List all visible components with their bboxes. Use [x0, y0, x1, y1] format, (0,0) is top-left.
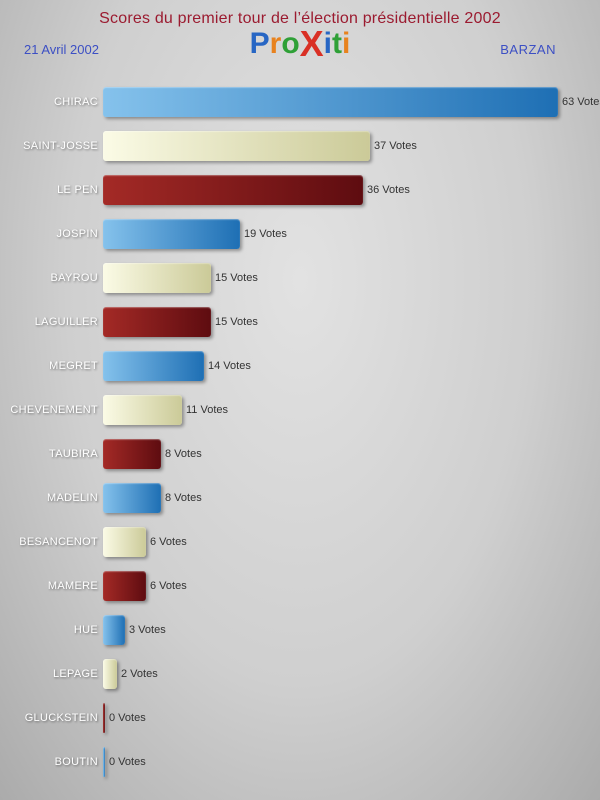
vote-count: 63 Votes [562, 96, 600, 108]
chart-row: TAUBIRA 8 Votes [0, 432, 600, 476]
location-label: BARZAN [500, 42, 556, 57]
chart-row: CHEVENEMENT 11 Votes [0, 388, 600, 432]
vote-count: 6 Votes [150, 536, 187, 548]
vote-count: 37 Votes [374, 140, 417, 152]
candidate-label: LE PEN [57, 184, 98, 196]
vote-bar [103, 571, 146, 601]
vote-bar [103, 175, 363, 205]
vote-bar [103, 659, 117, 689]
chart-row: JOSPIN 19 Votes [0, 212, 600, 256]
logo-letter: P [249, 27, 270, 60]
chart-row: LE PEN 36 Votes [0, 168, 600, 212]
vote-count: 11 Votes [186, 404, 228, 416]
chart-row: GLUCKSTEIN 0 Votes [0, 696, 600, 740]
vote-count: 3 Votes [129, 624, 166, 636]
vote-bar [103, 615, 125, 645]
candidate-label: MADELIN [47, 492, 98, 504]
chart-row: CHIRAC 63 Votes [0, 80, 600, 124]
candidate-label: CHIRAC [54, 96, 98, 108]
bar-chart: CHIRAC 63 Votes SAINT-JOSSE 37 Votes LE PEN 3… [0, 80, 600, 784]
vote-count: 2 Votes [121, 668, 158, 680]
vote-count: 15 Votes [215, 272, 258, 284]
chart-row: BESANCENOT 6 Votes [0, 520, 600, 564]
chart-subheader: 21 Avril 2002 ProXiti BARZAN [0, 26, 600, 74]
vote-bar [103, 219, 240, 249]
candidate-label: TAUBIRA [49, 448, 98, 460]
logo-letter: i [342, 27, 351, 60]
vote-bar [103, 395, 182, 425]
candidate-label: SAINT-JOSSE [23, 140, 98, 152]
logo-letter: t [332, 27, 343, 60]
logo-letter: r [269, 27, 282, 60]
vote-bar [103, 747, 105, 777]
chart-row: MAMERE 6 Votes [0, 564, 600, 608]
vote-bar [103, 351, 204, 381]
logo-letter: X [299, 23, 324, 64]
vote-count: 8 Votes [165, 492, 202, 504]
chart-date: 21 Avril 2002 [24, 42, 99, 57]
chart-header: Scores du premier tour de l’élection pré… [0, 0, 600, 74]
vote-count: 36 Votes [367, 184, 410, 196]
chart-row: HUE 3 Votes [0, 608, 600, 652]
vote-count: 6 Votes [150, 580, 187, 592]
vote-bar [103, 307, 211, 337]
candidate-label: BAYROU [50, 272, 98, 284]
vote-count: 0 Votes [109, 712, 146, 724]
vote-count: 14 Votes [208, 360, 251, 372]
candidate-label: HUE [73, 624, 98, 636]
vote-bar [103, 439, 161, 469]
candidate-label: LEPAGE [52, 668, 98, 680]
vote-bar [103, 527, 146, 557]
chart-row: MADELIN 8 Votes [0, 476, 600, 520]
chart-row: SAINT-JOSSE 37 Votes [0, 124, 600, 168]
chart-title: Scores du premier tour de l’élection pré… [99, 10, 501, 27]
candidate-label: MAMERE [47, 580, 98, 592]
vote-bar [103, 263, 211, 293]
chart-row: BOUTIN 0 Votes [0, 740, 600, 784]
candidate-label: JOSPIN [56, 228, 98, 240]
vote-bar [103, 703, 105, 733]
candidate-label: BESANCENOT [19, 536, 98, 548]
candidate-label: GLUCKSTEIN [24, 712, 98, 724]
vote-count: 0 Votes [109, 756, 146, 768]
vote-bar [103, 87, 558, 117]
vote-bar [103, 131, 370, 161]
chart-row: LAGUILLER 15 Votes [0, 300, 600, 344]
candidate-label: CHEVENEMENT [10, 404, 98, 416]
chart-row: MEGRET 14 Votes [0, 344, 600, 388]
vote-count: 19 Votes [244, 228, 287, 240]
candidate-label: LAGUILLER [34, 316, 98, 328]
logo-letter: o [281, 27, 300, 60]
vote-count: 15 Votes [215, 316, 258, 328]
proxiti-logo: ProXiti [250, 26, 351, 62]
vote-count: 8 Votes [165, 448, 202, 460]
chart-row: LEPAGE 2 Votes [0, 652, 600, 696]
chart-row: BAYROU 15 Votes [0, 256, 600, 300]
vote-bar [103, 483, 161, 513]
logo-letter: i [323, 27, 333, 60]
candidate-label: MEGRET [49, 360, 98, 372]
candidate-label: BOUTIN [54, 756, 98, 768]
